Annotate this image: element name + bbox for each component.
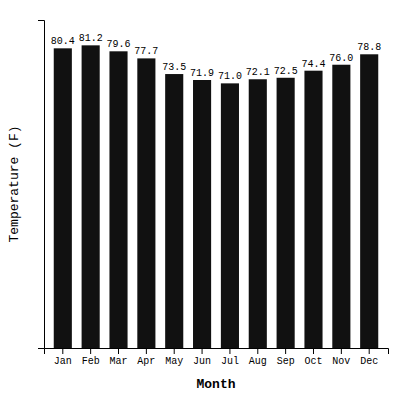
data-label: 71.0 <box>218 71 242 82</box>
x-tick-label: Nov <box>332 356 350 367</box>
data-label: 77.7 <box>134 46 158 57</box>
x-axis: Jan Feb Mar Apr May Jun Jul Aug Sep Oct Nov Dec <box>45 348 389 367</box>
x-tick-mark <box>285 348 286 354</box>
x-tick-label: Sep <box>277 356 295 367</box>
bar <box>137 58 155 348</box>
bar <box>109 51 127 348</box>
data-label: 81.2 <box>79 33 103 44</box>
data-label: 73.5 <box>162 62 186 73</box>
bar <box>221 83 239 348</box>
x-tick-mark <box>90 348 91 354</box>
x-tick-mark <box>341 348 342 354</box>
data-labels: 80.4 81.2 79.677.7 73.5 71.9 71.0 72.1 72.574.4… <box>51 33 381 82</box>
y-axis <box>38 21 45 349</box>
x-tick-mark <box>369 348 370 354</box>
data-label: 74.4 <box>301 59 325 70</box>
x-tick-label: Feb <box>82 356 100 367</box>
data-label: 78.8 <box>357 42 381 53</box>
x-tick: Jul <box>221 348 239 367</box>
data-label: 79.6 <box>107 39 131 50</box>
x-tick: Apr <box>137 348 155 367</box>
bar <box>54 48 72 348</box>
x-tick-mark <box>229 348 230 354</box>
x-tick: Aug <box>249 348 267 367</box>
x-tick-mark <box>146 348 147 354</box>
x-tick: Sep <box>277 348 295 367</box>
data-label: 71.9 <box>190 68 214 79</box>
x-tick-mark <box>202 348 203 354</box>
x-tick-label: Mar <box>110 356 128 367</box>
x-tick-mark <box>174 348 175 354</box>
bar <box>360 54 378 348</box>
bars <box>54 45 379 348</box>
x-tick-label: Jan <box>54 356 72 367</box>
bar <box>82 45 100 348</box>
x-tick: Jun <box>193 348 211 367</box>
chart: Jan Feb Mar Apr May Jun Jul Aug Sep Oct Nov Dec 80.4… <box>0 0 400 400</box>
y-axis-line <box>38 21 45 349</box>
x-axis-line <box>45 349 389 355</box>
x-tick: Nov <box>332 348 350 367</box>
y-axis-title: Temperature (F) <box>7 125 22 242</box>
x-tick: Jan <box>54 348 72 367</box>
x-tick: May <box>165 348 183 367</box>
data-label: 76.0 <box>329 53 353 64</box>
x-tick: Mar <box>110 348 128 367</box>
data-label: 72.1 <box>246 67 270 78</box>
x-tick-label: Oct <box>304 356 322 367</box>
x-tick-label: Apr <box>137 356 155 367</box>
data-label: 72.5 <box>274 66 298 77</box>
plot: Jan Feb Mar Apr May Jun Jul Aug Sep Oct Nov Dec 80.4… <box>38 21 389 368</box>
x-tick: Feb <box>82 348 100 367</box>
x-tick-mark <box>118 348 119 354</box>
bar <box>277 78 295 348</box>
bar <box>304 71 322 348</box>
bar <box>165 74 183 348</box>
bar <box>249 79 267 348</box>
data-label: 80.4 <box>51 36 75 47</box>
x-tick-mark <box>62 348 63 354</box>
x-tick-label: Jul <box>221 356 239 367</box>
x-tick-mark <box>257 348 258 354</box>
x-tick: Dec <box>360 348 378 367</box>
x-tick-label: May <box>165 356 183 367</box>
x-tick: Oct <box>304 348 322 367</box>
bar <box>193 80 211 348</box>
x-tick-label: Jun <box>193 356 211 367</box>
x-tick-label: Dec <box>360 356 378 367</box>
bar <box>332 65 350 348</box>
x-tick-label: Aug <box>249 356 267 367</box>
x-tick-mark <box>313 348 314 354</box>
x-axis-title: Month <box>196 377 235 392</box>
